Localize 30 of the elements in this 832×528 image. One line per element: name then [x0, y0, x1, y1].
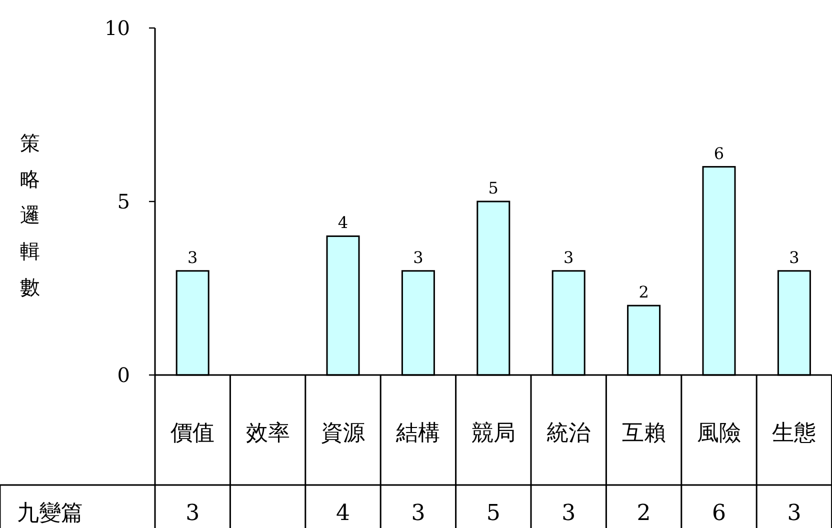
annotation: 3 — [564, 248, 574, 267]
data-label: 5 — [486, 501, 500, 526]
x-tick-label: 統治 — [546, 421, 591, 446]
data-label: 2 — [636, 501, 651, 526]
data-label: 6 — [712, 501, 726, 526]
x-tick-label: 價值 — [170, 421, 215, 446]
data-label: 3 — [411, 501, 426, 526]
annotation: 3 — [413, 248, 424, 267]
x-tick-label: 效率 — [246, 421, 290, 446]
data-label: 3 — [787, 501, 802, 526]
y-axis-title: 策略邏輯數 — [20, 131, 40, 299]
annotation: 5 — [488, 178, 498, 198]
x-tick-label: 生態 — [772, 421, 816, 446]
data-label: 3 — [562, 501, 576, 526]
annotation: 3 — [789, 248, 800, 267]
annotation: 4 — [338, 213, 348, 232]
x-tick-label: 結構 — [395, 421, 440, 446]
x-tick-label: 競局 — [471, 421, 516, 446]
y-tick-label: 10 — [104, 16, 130, 40]
annotation: 2 — [638, 282, 649, 302]
data-label: 3 — [186, 501, 200, 526]
annotation: 3 — [188, 248, 198, 267]
x-tick-label: 資源 — [321, 421, 365, 446]
data-label: 4 — [336, 501, 350, 526]
x-tick-label: 風險 — [697, 421, 741, 446]
y-tick-label: 0 — [117, 363, 130, 387]
legend-label: 九變篇 — [17, 501, 83, 526]
x-tick-label: 互賴 — [622, 421, 666, 446]
y-tick-label: 5 — [117, 190, 130, 214]
annotation: 6 — [714, 144, 724, 163]
